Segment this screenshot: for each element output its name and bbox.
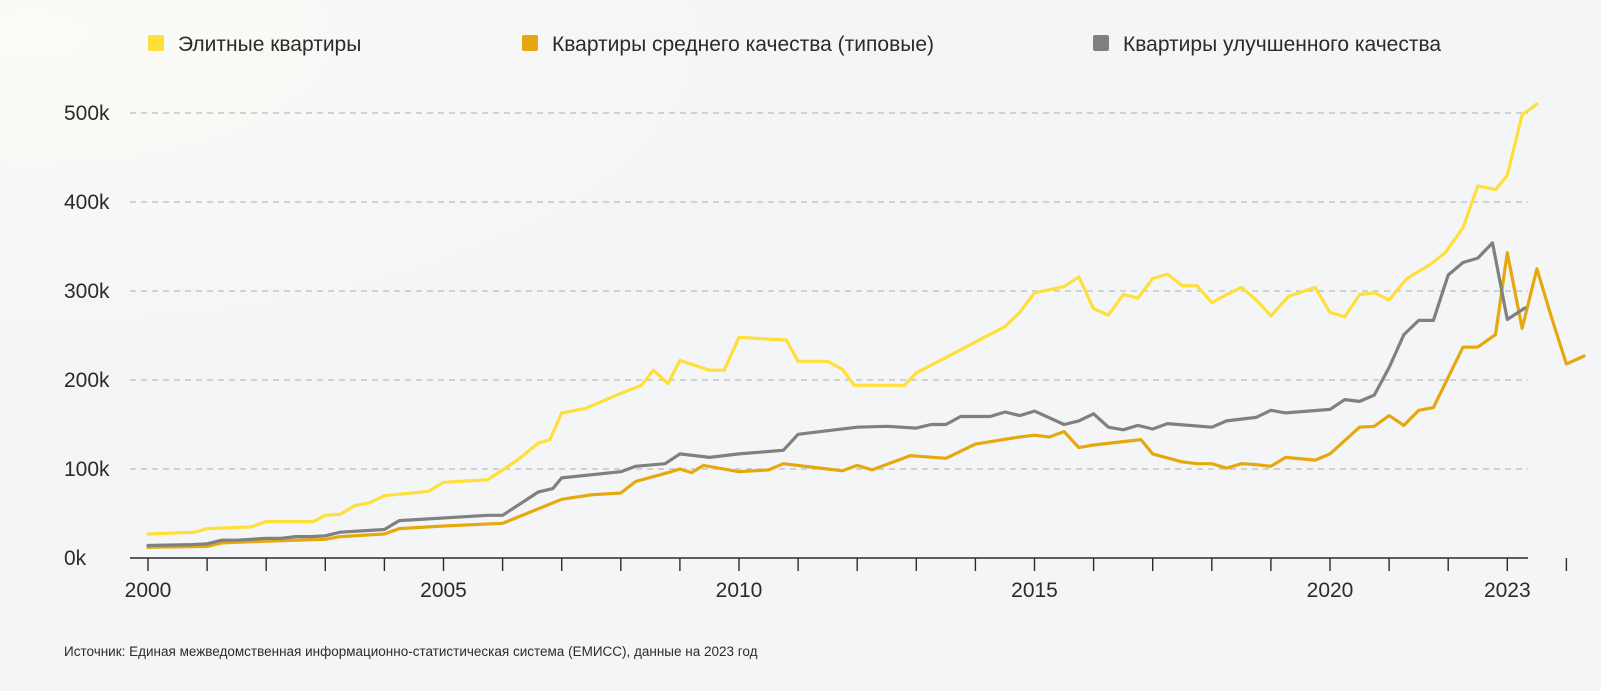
source-note: Источник: Единая межведомственная информ… [64,644,758,659]
x-tick-label: 2015 [1011,579,1058,602]
x-tick-label: 2020 [1307,579,1354,602]
series-line [146,251,1586,549]
y-tick-label: 400k [64,191,110,214]
x-tick-label: 2000 [125,579,172,602]
legend-label: Элитные квартиры [178,33,361,56]
y-tick-label: 300k [64,280,110,303]
y-tick-label: 500k [64,102,110,125]
x-tick-label: 2023 [1484,579,1531,602]
y-tick-label: 0k [64,547,87,570]
legend-item: Квартиры улучшенного качества [1093,33,1441,56]
y-axis: 0k 100k 200k 300k 400k 500k [64,102,110,570]
x-tick-label: 2005 [420,579,467,602]
legend-swatch [522,35,538,51]
legend-label: Квартиры среднего качества (типовые) [552,33,934,56]
series-line [146,102,1539,536]
legend: Элитные квартиры Квартиры среднего качест… [148,33,1441,56]
legend-swatch [148,35,164,51]
legend-label: Квартиры улучшенного качества [1123,33,1441,56]
legend-item: Квартиры среднего качества (типовые) [522,33,934,56]
legend-swatch [1093,35,1109,51]
series-layer [146,102,1586,549]
y-tick-label: 200k [64,369,110,392]
x-tick-label: 2010 [716,579,763,602]
y-tick-label: 100k [64,458,110,481]
series-line [146,241,1527,548]
legend-item: Элитные квартиры [148,33,361,56]
x-axis: 2000 2005 2010 2015 2020 2023 [125,557,1568,602]
